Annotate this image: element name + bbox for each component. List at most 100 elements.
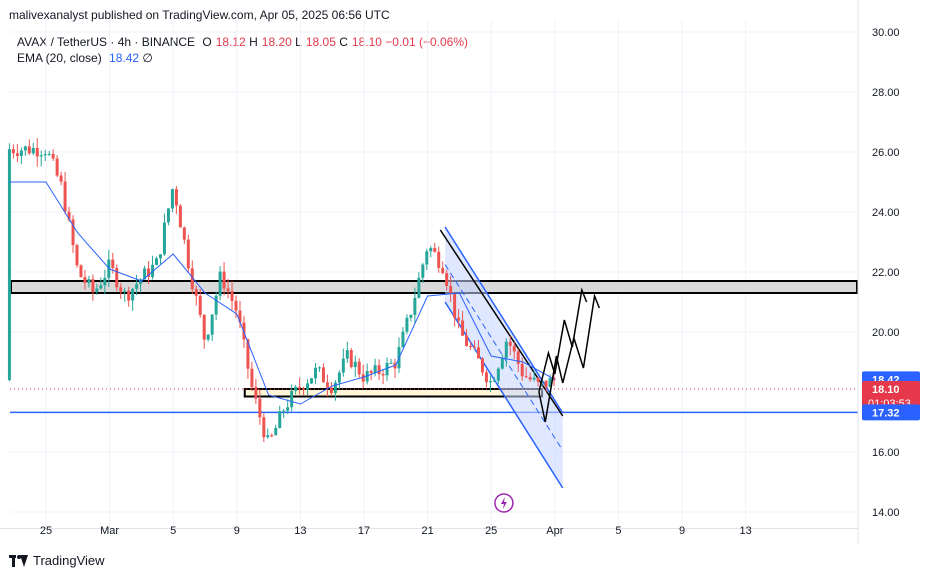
candle-body: [294, 386, 298, 391]
candle-body: [226, 288, 230, 292]
x-tick-label: 5: [170, 525, 176, 537]
ema-value: 18.42: [109, 51, 140, 65]
support-zone: [243, 388, 544, 398]
x-tick-label: 25: [485, 525, 497, 537]
y-tick-label: 20.00: [872, 327, 900, 339]
candle-body: [461, 320, 465, 336]
candle-body: [536, 377, 540, 382]
candle-body: [286, 407, 290, 411]
projection-paths: [538, 287, 601, 423]
misc-overlays: [494, 493, 514, 513]
grid: [10, 20, 858, 528]
candle-body: [11, 149, 15, 154]
candle-body: [504, 341, 508, 358]
candle-body: [333, 382, 337, 394]
candle-body: [341, 358, 345, 373]
tradingview-logo[interactable]: TradingView: [9, 553, 105, 568]
candle-body: [314, 367, 318, 379]
candle-body: [433, 248, 437, 252]
candle-body: [321, 367, 325, 383]
ema-row: EMA (20, close) 18.42 ∅: [17, 50, 468, 66]
candle-body: [520, 363, 524, 377]
candle-body: [413, 297, 417, 315]
candle-body: [258, 398, 262, 418]
candle-body: [143, 268, 147, 280]
candle-body: [528, 377, 532, 380]
candle-body: [278, 411, 282, 428]
last-price-tag-bg: [862, 381, 920, 411]
x-tick-label: Mar: [100, 525, 119, 537]
candle-body: [262, 417, 266, 438]
candle-body: [290, 390, 294, 408]
x-tick-label: 5: [615, 525, 621, 537]
candle-body: [158, 254, 162, 259]
candle-body: [421, 264, 425, 278]
ema-hidden-icon[interactable]: ∅: [142, 51, 153, 65]
candle-body: [218, 271, 222, 296]
candle-body: [63, 181, 67, 212]
candle-body: [337, 372, 341, 383]
candle-body: [465, 335, 469, 346]
symbol-label[interactable]: AVAX / TetherUS · 4h · BINANCE: [17, 35, 196, 49]
x-tick-label: 9: [679, 525, 685, 537]
lightning-bolt: [500, 497, 507, 509]
candle-body: [103, 277, 107, 286]
candle-body: [417, 277, 421, 298]
candle-body: [469, 345, 473, 347]
x-tick-label: 21: [421, 525, 433, 537]
candle-body: [425, 251, 429, 265]
candle-body: [353, 361, 357, 368]
x-tick-label: Apr: [546, 525, 563, 537]
candle-body: [345, 350, 349, 359]
candle-body: [131, 288, 135, 301]
candle-body: [325, 382, 329, 388]
tradingview-logo-icon: [9, 554, 28, 567]
resistance-zone: [10, 280, 858, 294]
candle-body: [162, 222, 166, 255]
candle-body: [79, 265, 83, 278]
candle-body: [123, 290, 127, 292]
candle-body: [488, 381, 492, 383]
candle-body: [274, 427, 278, 436]
candle-body: [532, 377, 536, 380]
candle-body: [7, 149, 11, 380]
candle-body: [51, 153, 55, 159]
candle-body: [437, 251, 441, 268]
candle-body: [35, 148, 39, 157]
y-tick-label: 24.00: [872, 207, 900, 219]
candle-body: [357, 361, 361, 375]
x-tick-label: 25: [40, 525, 52, 537]
candle-body: [174, 189, 178, 206]
candle-body: [15, 153, 19, 156]
candle-body: [389, 362, 393, 364]
y-tick-label: 16.00: [872, 447, 900, 459]
candle-body: [377, 365, 381, 375]
y-tick-label: 14.00: [872, 507, 900, 519]
candle-body: [67, 211, 71, 220]
candle-body: [234, 300, 238, 311]
high-label: H: [249, 35, 258, 49]
x-tick-label: 13: [739, 525, 751, 537]
candle-body: [409, 314, 413, 318]
candle-body: [476, 347, 480, 359]
x-tick-label: 9: [234, 525, 240, 537]
candle-body: [516, 351, 520, 364]
candle-body: [250, 368, 254, 388]
candle-body: [115, 267, 119, 288]
candle-body: [95, 288, 99, 293]
candle-body: [222, 271, 226, 289]
y-tick-label: 22.00: [872, 267, 900, 279]
candle-body: [381, 374, 385, 376]
candle-body: [441, 267, 445, 274]
channel-upper: [444, 226, 564, 414]
zones: [10, 280, 858, 414]
candle-body: [91, 279, 95, 293]
candle-body: [484, 372, 488, 383]
change-value: −0.01 (−0.06%): [385, 35, 469, 49]
candle-body: [166, 208, 170, 223]
ema-label[interactable]: EMA (20, close): [17, 51, 102, 65]
candle-body: [135, 284, 139, 289]
